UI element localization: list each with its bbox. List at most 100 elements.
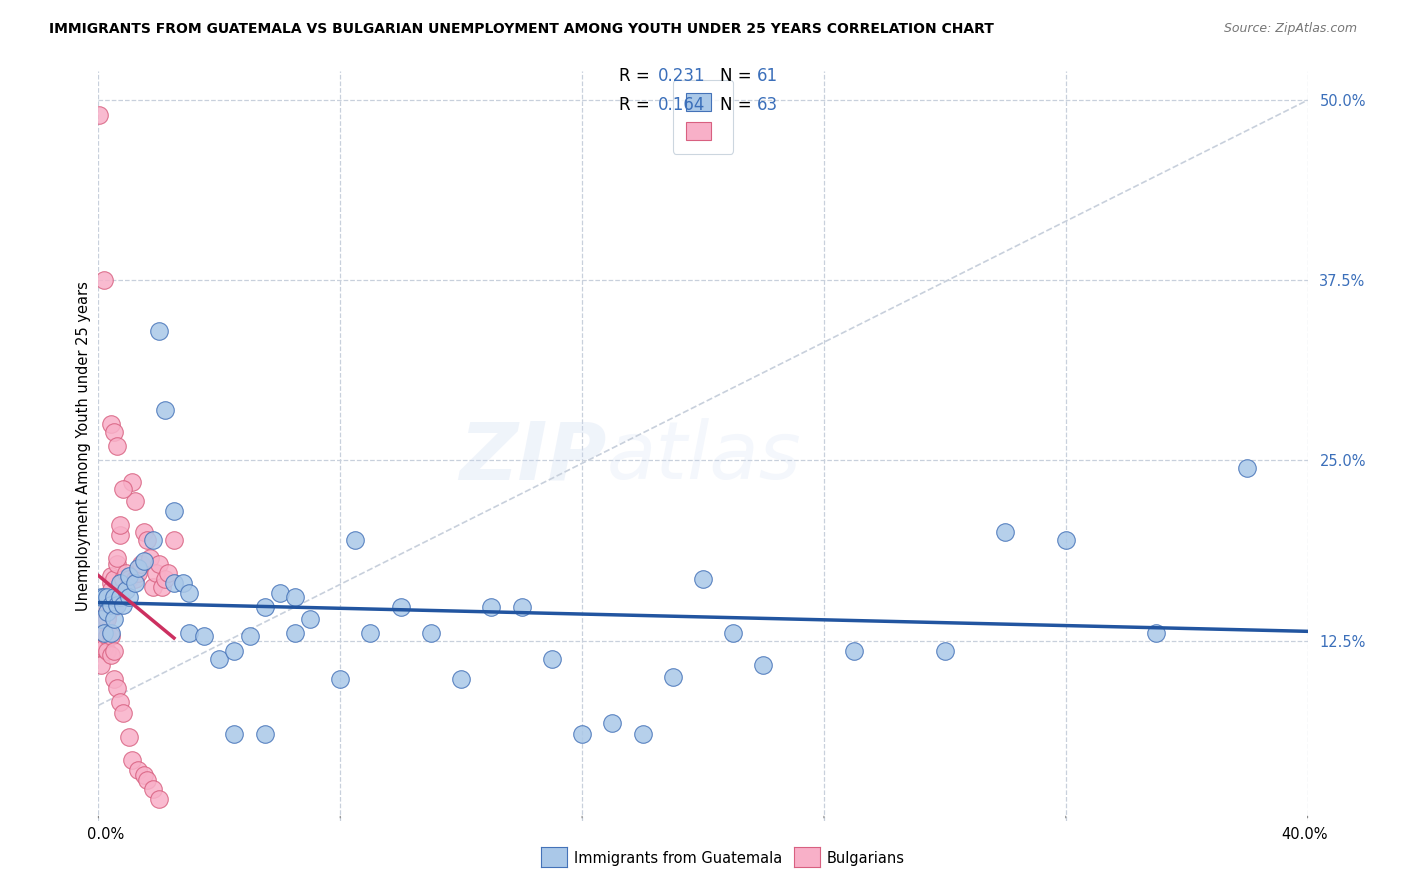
Point <box>103 591 125 605</box>
Point <box>148 324 170 338</box>
Point <box>135 773 157 788</box>
Point <box>540 652 562 666</box>
Point <box>163 504 186 518</box>
Point <box>127 561 149 575</box>
Point <box>111 598 134 612</box>
Point <box>208 652 231 666</box>
Text: R =: R = <box>619 96 655 114</box>
Point <box>105 598 128 612</box>
Point <box>103 600 125 615</box>
Point <box>103 572 125 586</box>
Point <box>510 600 533 615</box>
Text: R =: R = <box>619 67 655 85</box>
Point <box>135 533 157 547</box>
Point <box>127 763 149 777</box>
Point <box>481 600 503 615</box>
Point <box>100 629 122 643</box>
Point <box>105 551 128 566</box>
Point <box>239 629 262 643</box>
Point <box>118 572 141 586</box>
Text: 0.164: 0.164 <box>658 96 706 114</box>
Point <box>90 612 112 626</box>
Point <box>118 591 141 605</box>
Point <box>96 605 118 619</box>
Y-axis label: Unemployment Among Youth under 25 years: Unemployment Among Youth under 25 years <box>76 281 91 611</box>
Point <box>93 273 115 287</box>
Legend: , : , <box>673 79 733 153</box>
Point <box>108 528 131 542</box>
Point <box>90 626 112 640</box>
Point <box>100 568 122 582</box>
Point <box>111 482 134 496</box>
Text: 40.0%: 40.0% <box>1281 827 1329 841</box>
Point <box>100 598 122 612</box>
Text: Source: ZipAtlas.com: Source: ZipAtlas.com <box>1223 22 1357 36</box>
Point <box>1054 533 1077 547</box>
Point <box>105 681 128 695</box>
Point <box>150 580 173 594</box>
Point <box>96 605 118 619</box>
Point <box>124 575 146 590</box>
Point <box>172 575 194 590</box>
Text: 0.231: 0.231 <box>658 67 706 85</box>
Point <box>344 533 367 547</box>
Point <box>844 643 866 657</box>
Point <box>108 575 131 590</box>
Point <box>360 626 382 640</box>
Point <box>142 533 165 547</box>
Point <box>103 425 125 439</box>
Point <box>90 619 112 633</box>
Point <box>127 566 149 580</box>
Point <box>163 575 186 590</box>
Point <box>96 629 118 643</box>
Point <box>142 781 165 796</box>
Point <box>93 591 115 605</box>
Point <box>148 557 170 571</box>
Point <box>111 572 134 586</box>
Point <box>105 439 128 453</box>
Point <box>420 626 443 640</box>
Point <box>253 600 276 615</box>
Point <box>118 730 141 744</box>
Point <box>90 658 112 673</box>
Point <box>145 566 167 580</box>
Point <box>269 586 291 600</box>
Point <box>124 493 146 508</box>
Point <box>284 626 307 640</box>
Point <box>100 626 122 640</box>
Point <box>90 633 112 648</box>
Point <box>89 107 111 121</box>
Point <box>179 586 201 600</box>
Text: 61: 61 <box>756 67 778 85</box>
Point <box>100 583 122 598</box>
Point <box>602 715 624 730</box>
Point <box>108 591 131 605</box>
Point <box>105 557 128 571</box>
Point <box>752 658 775 673</box>
Point <box>121 753 143 767</box>
Text: N =: N = <box>720 96 756 114</box>
Text: 63: 63 <box>756 96 778 114</box>
Point <box>299 612 322 626</box>
Point <box>93 626 115 640</box>
Point <box>661 669 683 683</box>
Point <box>224 643 246 657</box>
Point <box>1236 460 1258 475</box>
Point <box>96 609 118 624</box>
Point <box>124 572 146 586</box>
Point <box>153 572 176 586</box>
Point <box>148 792 170 806</box>
Point <box>100 648 122 662</box>
Point <box>118 568 141 582</box>
Point <box>108 696 131 710</box>
Point <box>253 727 276 741</box>
Point <box>934 643 956 657</box>
Text: Immigrants from Guatemala: Immigrants from Guatemala <box>574 851 782 865</box>
Point <box>224 727 246 741</box>
Point <box>103 643 125 657</box>
Point <box>389 600 412 615</box>
Point <box>93 640 115 655</box>
Text: 0.0%: 0.0% <box>87 827 124 841</box>
Point <box>193 629 215 643</box>
Point <box>100 417 122 432</box>
